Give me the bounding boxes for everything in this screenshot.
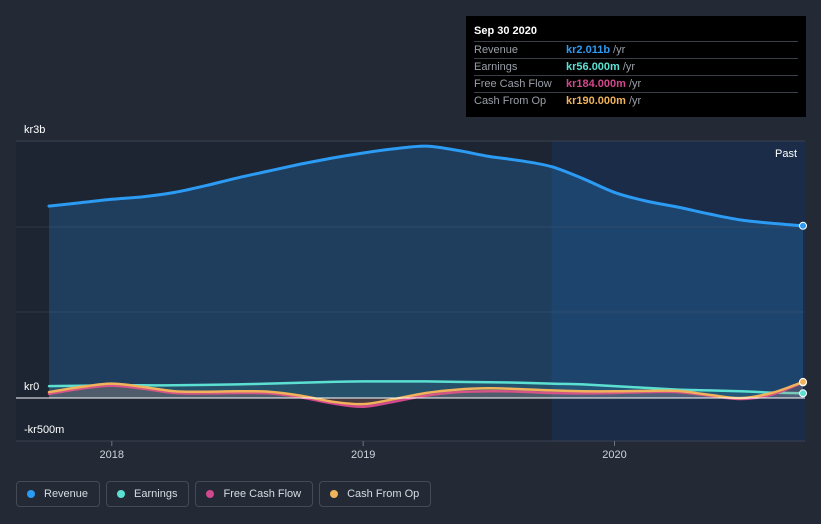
legend-item-cash-from-op[interactable]: Cash From Op (319, 481, 432, 507)
legend-dot-icon (27, 490, 35, 498)
revenue-line (47, 144, 805, 228)
legend-label: Revenue (44, 488, 89, 500)
tooltip-row-value: kr56.000m (566, 61, 620, 73)
tooltip: Sep 30 2020 Revenue kr2.011b/yr Earnings kr… (466, 16, 806, 117)
legend-item-free-cash-flow[interactable]: Free Cash Flow (195, 481, 314, 507)
tooltip-row-name: Revenue (474, 44, 519, 56)
cash-from-op-line (47, 380, 805, 406)
tooltip-row: Free Cash Flow kr184.000m/yr (474, 75, 798, 92)
legend-label: Earnings (134, 488, 178, 500)
tooltip-row: Cash From Op kr190.000m/yr (474, 92, 798, 109)
x-tick-label: 2018 (100, 449, 124, 461)
legend: Revenue Earnings Free Cash Flow Cash From O… (16, 481, 432, 507)
revenue-area (49, 146, 803, 399)
tooltip-row-unit: /yr (628, 78, 642, 90)
y-tick-top: kr3b (24, 124, 45, 136)
y-tick-bottom: -kr500m (24, 424, 64, 436)
gridlines (16, 140, 805, 442)
earnings-end-marker (799, 389, 807, 398)
tooltip-row-name: Free Cash Flow (474, 78, 552, 90)
tooltip-date: Sep 30 2020 (474, 25, 537, 37)
legend-item-revenue[interactable]: Revenue (16, 481, 101, 507)
chart: kr3b kr0 -kr500m Past 2018 2019 2020 (16, 124, 807, 461)
legend-dot-icon (206, 490, 215, 498)
tooltip-row-name: Earnings (474, 61, 518, 73)
tooltip-row: Earnings kr56.000m/yr (474, 58, 798, 75)
past-label: Past (775, 148, 797, 160)
tooltip-row-name: Cash From Op (474, 95, 547, 107)
x-ticks: 2018 2019 2020 (100, 441, 627, 461)
legend-label: Free Cash Flow (223, 488, 302, 500)
x-tick-label: 2019 (351, 449, 375, 461)
tooltip-row-value: kr190.000m (566, 95, 626, 107)
tooltip-row-unit: /yr (622, 61, 636, 73)
series-layer (47, 144, 805, 408)
tooltip-row-unit: /yr (613, 44, 626, 56)
cash-from-op-end-marker (799, 377, 807, 386)
x-tick-label: 2020 (602, 449, 626, 461)
legend-item-earnings[interactable]: Earnings (106, 481, 190, 507)
tooltip-row-value: kr2.011b (566, 44, 611, 56)
tooltip-rows: Revenue kr2.011b/yr Earnings kr56.000m/yr Fr… (474, 41, 798, 109)
tooltip-row-unit: /yr (628, 95, 642, 107)
y-tick-zero: kr0 (24, 381, 39, 393)
earnings-line (47, 380, 805, 395)
plot-background (16, 141, 805, 441)
legend-dot-icon (330, 490, 339, 498)
tooltip-row-value: kr184.000m (566, 78, 626, 90)
end-markers (799, 221, 807, 398)
legend-label: Cash From Op (347, 488, 420, 500)
revenue-end-marker (799, 221, 807, 230)
legend-dot-icon (117, 490, 126, 498)
tooltip-row: Revenue kr2.011b/yr (474, 41, 798, 58)
